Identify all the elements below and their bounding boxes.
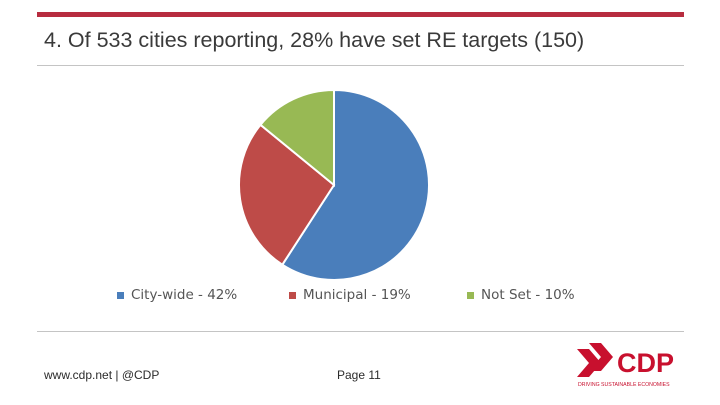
pie-slice-city-wide [280,88,430,281]
title-divider [37,65,684,66]
logo-wordmark: CDP [617,348,674,378]
legend-label: City-wide - 42% [131,287,238,303]
pie-slice-not [259,88,335,188]
legend-swatch [117,291,124,299]
slide-title: 4. Of 533 cities reporting, 28% have set… [44,28,585,52]
pie-slice-municipal [238,123,336,267]
cdp-logo-icon [577,343,613,377]
legend-item-municipal: Municipal - 19% [289,287,411,303]
legend-label: Municipal - 19% [303,287,411,303]
cdp-logo: CDP DRIVING SUSTAINABLE ECONOMIES [577,343,674,388]
legend-label: Not Set - 10% [481,287,575,303]
footer-link[interactable]: www.cdp.net | @CDP [44,368,160,382]
legend-item-city-wide: City-wide - 42% [117,287,237,303]
legend-swatch [289,291,296,299]
accent-bar [37,12,684,17]
logo-tagline: DRIVING SUSTAINABLE ECONOMIES [578,382,670,388]
legend-item-not-set: Not Set - 10% [467,287,575,303]
legend-swatch [467,291,474,299]
page-number: Page 11 [337,368,381,382]
footer-divider [37,331,684,332]
